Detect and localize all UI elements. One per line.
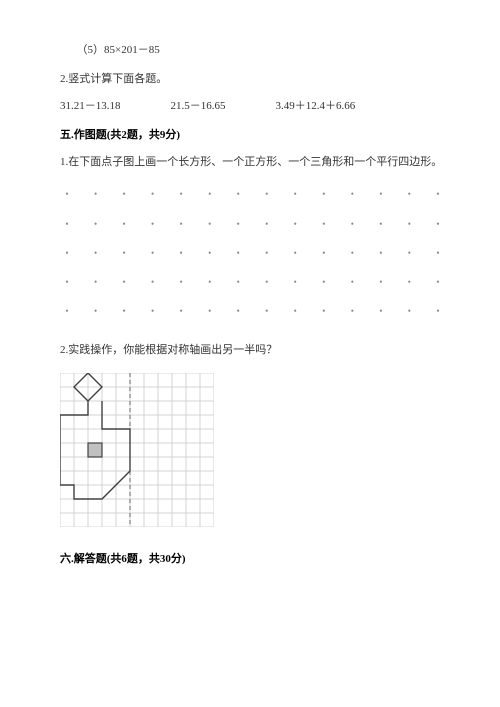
dot: • [150,303,156,320]
dot: • [292,216,298,233]
dot: • [435,186,441,203]
q2-item-1: 31.21－13.18 [60,96,121,117]
dot: • [264,186,270,203]
dot: • [150,245,156,262]
dot-row: • • • • • • • • • • • • • • [60,303,445,320]
dot: • [406,216,412,233]
dot: • [349,303,355,320]
dot: • [93,245,99,262]
dot: • [121,186,127,203]
s5-q2-text: 2.实践操作，你能根据对称轴画出另一半吗？ [60,340,445,361]
dot: • [121,303,127,320]
dot: • [349,186,355,203]
dot: • [64,274,70,291]
dot: • [235,245,241,262]
dot: • [93,216,99,233]
dot: • [406,186,412,203]
dot: • [178,186,184,203]
dot: • [64,186,70,203]
dot: • [321,274,327,291]
s5-q1-text: 1.在下面点子图上画一个长方形、一个正方形、一个三角形和一个平行四边形。 [60,152,445,173]
dot: • [321,245,327,262]
dot: • [178,303,184,320]
dot-row: • • • • • • • • • • • • • • [60,186,445,203]
dot: • [93,274,99,291]
section6-header: 六.解答题(共6题，共30分) [60,549,445,570]
dot: • [264,216,270,233]
dot: • [321,303,327,320]
dot: • [150,186,156,203]
dot: • [178,245,184,262]
dot: • [150,216,156,233]
dot: • [435,303,441,320]
dot: • [292,303,298,320]
dot: • [349,216,355,233]
dot: • [93,186,99,203]
dot: • [264,274,270,291]
dot: • [178,274,184,291]
page-content: （5）85×201－85 2.竖式计算下面各题。 31.21－13.18 21.… [0,0,500,596]
dot: • [435,274,441,291]
dot: • [121,216,127,233]
dot: • [264,245,270,262]
dot-row: • • • • • • • • • • • • • • [60,245,445,262]
symmetry-grid-svg [60,373,214,527]
dot: • [378,216,384,233]
dot: • [349,245,355,262]
dot: • [150,274,156,291]
dot: • [121,245,127,262]
dot: • [121,274,127,291]
q2-item-2: 21.5－16.65 [171,96,226,117]
dot: • [93,303,99,320]
dot: • [435,216,441,233]
dot: • [292,274,298,291]
dot: • [64,303,70,320]
dot: • [292,186,298,203]
dot: • [378,186,384,203]
symmetry-grid-figure [60,373,445,527]
dot: • [292,245,298,262]
dot: • [235,303,241,320]
dot: • [349,274,355,291]
dot: • [207,303,213,320]
dot: • [207,245,213,262]
dot: • [235,216,241,233]
dot: • [207,216,213,233]
dot: • [435,245,441,262]
dot: • [378,245,384,262]
dot: • [264,303,270,320]
dot: • [406,245,412,262]
dot: • [207,274,213,291]
dot: • [378,274,384,291]
q2-title: 2.竖式计算下面各题。 [60,69,445,90]
dot: • [235,274,241,291]
dot: • [321,216,327,233]
q2-item-3: 3.49＋12.4＋6.66 [276,96,356,117]
dot-row: • • • • • • • • • • • • • • [60,216,445,233]
dot: • [64,216,70,233]
dot: • [178,216,184,233]
dot: • [321,186,327,203]
q1-item-5: （5）85×201－85 [60,40,445,61]
dot: • [378,303,384,320]
section5-header: 五.作图题(共2题，共9分) [60,125,445,146]
dot: • [235,186,241,203]
dot: • [406,303,412,320]
dot: • [64,245,70,262]
dot-row: • • • • • • • • • • • • • • [60,274,445,291]
dot-grid: ••••••••••••••••••••••••••••••••••••••••… [60,186,445,319]
q2-items-row: 31.21－13.18 21.5－16.65 3.49＋12.4＋6.66 [60,96,445,117]
dot: • [207,186,213,203]
dot: • [406,274,412,291]
